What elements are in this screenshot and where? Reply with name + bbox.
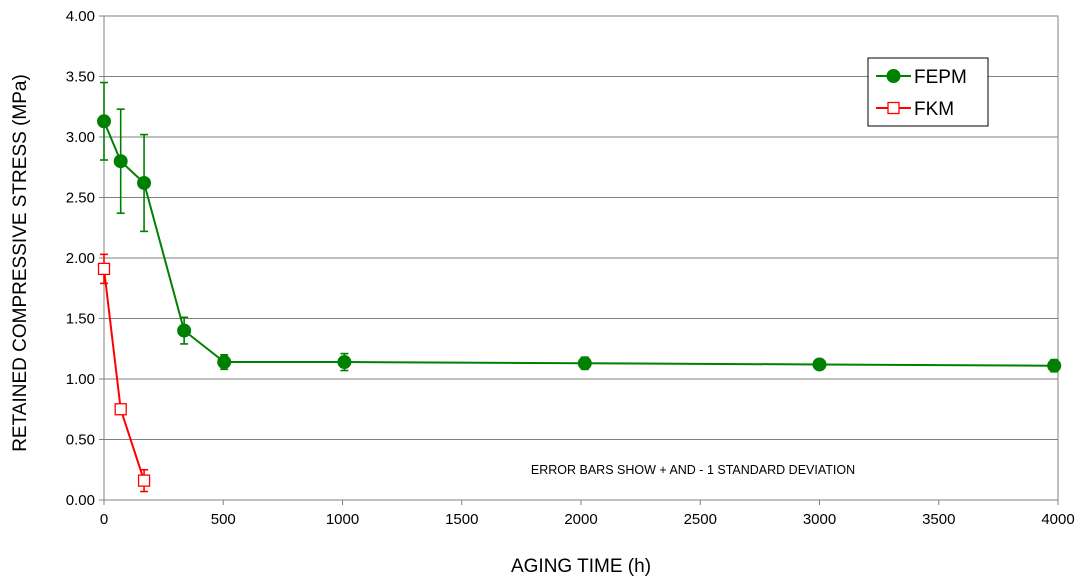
legend-label-fkm: FKM	[914, 99, 954, 120]
x-tick-label: 0	[100, 511, 108, 528]
data-point-fkm	[137, 474, 151, 487]
data-point-fkm	[114, 403, 127, 416]
legend-box	[867, 57, 989, 127]
x-tick-label: 500	[211, 511, 236, 528]
x-axis-title: AGING TIME (h)	[511, 556, 651, 577]
x-tick-label: 2500	[684, 511, 717, 528]
x-tick-label: 4000	[1041, 511, 1074, 528]
y-tick-label: 4.00	[66, 8, 95, 25]
data-point-fepm	[337, 355, 352, 370]
legend: FEPM FKM	[867, 57, 989, 127]
data-point-fepm	[137, 175, 152, 190]
data-point-fepm	[97, 114, 111, 129]
y-tick-label: 2.50	[66, 190, 95, 207]
x-tick-label: 3000	[803, 511, 836, 528]
y-tick-label: 1.50	[66, 311, 95, 328]
y-axis-title: RETAINED COMPRESSIVE STRESS (MPa)	[10, 74, 31, 452]
series-fepm	[97, 81, 1062, 373]
series-layer	[97, 81, 1062, 493]
y-tick-label: 1.00	[66, 371, 95, 388]
x-tick-label: 1500	[445, 511, 478, 528]
y-tick-label: 0.00	[66, 492, 95, 509]
data-point-fepm	[577, 356, 592, 371]
x-tick-label: 1000	[326, 511, 359, 528]
data-point-fepm	[812, 357, 827, 372]
y-tick-label: 3.00	[66, 129, 95, 146]
data-point-fepm	[177, 323, 192, 338]
y-tick-label: 2.00	[66, 250, 95, 267]
y-tick-label: 0.50	[66, 432, 95, 449]
data-point-fkm	[887, 101, 900, 115]
data-point-fepm	[217, 355, 232, 370]
legend-items: FEPM FKM	[876, 67, 967, 120]
error-bar-note: ERROR BARS SHOW + AND - 1 STANDARD DEVIA…	[531, 463, 855, 477]
data-point-fepm	[113, 154, 128, 169]
y-tick-label: 3.50	[66, 69, 95, 86]
data-point-fepm	[886, 69, 901, 83]
data-point-fkm	[97, 262, 111, 276]
x-tick-label: 3500	[922, 511, 955, 528]
x-tick-label: 2000	[564, 511, 597, 528]
data-point-fepm	[1047, 358, 1062, 373]
legend-label-fepm: FEPM	[914, 67, 967, 88]
series-fkm	[97, 253, 151, 493]
